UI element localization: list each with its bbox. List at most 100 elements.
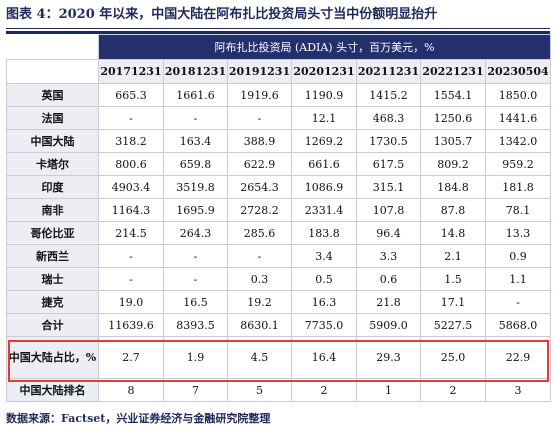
column-header: 20181231	[163, 59, 228, 84]
table-cell: 5868.0	[484, 313, 552, 337]
table-cell: 1850.0	[484, 83, 552, 107]
table-cell: 5909.0	[356, 313, 421, 337]
row-label: 捷克	[6, 290, 99, 314]
table-top-rule	[6, 31, 550, 34]
row-label: 中国大陆	[6, 129, 99, 153]
table-cell: 264.3	[163, 221, 228, 245]
table-cell: 622.9	[227, 152, 292, 176]
table-body: 英国 665.3 1661.6 1919.6 1190.9 1415.2 1554.1 185…	[6, 83, 552, 402]
table-cell: -	[98, 244, 164, 268]
table-cell: 16.4	[291, 336, 357, 379]
china-share-row: 中国大陆占比，% 2.7 1.9 4.5 16.4 29.3 25.0 22.9	[6, 336, 552, 379]
table-cell: 8630.1	[227, 313, 292, 337]
table-cell: 29.3	[356, 336, 421, 379]
table-row: 法国 - - -12.1 468.3 1250.6 1441.6	[6, 106, 552, 130]
figure-title: 图表 4：2020 年以来，中国大陆在阿布扎比投资局头寸当中份额明显抬升	[6, 7, 438, 22]
row-label: 卡塔尔	[6, 152, 99, 176]
table-cell: 1.1	[484, 267, 552, 291]
table-row: 新西兰 - - -3.4 3.3 2.1 0.9	[6, 244, 552, 268]
table-cell: 1.5	[420, 267, 486, 291]
table-cell: 8393.5	[163, 313, 228, 337]
banner-row: 阿布扎比投资局 (ADIA) 头寸，百万美元，%	[6, 34, 552, 60]
column-header: 20171231	[98, 59, 164, 84]
table-row: 南非 1164.3 1695.9 2728.2 2331.4 107.8 87.8 78.1	[6, 198, 552, 222]
table-cell: 1190.9	[291, 83, 357, 107]
table-cell: -	[484, 290, 552, 314]
table-cell: 1554.1	[420, 83, 486, 107]
table-cell: 2.7	[98, 336, 164, 379]
table-cell: 1086.9	[291, 175, 357, 199]
table-cell: 1250.6	[420, 106, 486, 130]
table-cell: 1269.2	[291, 129, 357, 153]
table-cell: 1.9	[163, 336, 228, 379]
table-row: 瑞士 - -0.3 0.5 0.6 1.5 1.1	[6, 267, 552, 291]
table-cell: 0.5	[291, 267, 357, 291]
table-cell: 2	[420, 378, 486, 402]
table-cell: 800.6	[98, 152, 164, 176]
table-cell: 8	[98, 378, 164, 402]
table-cell: 19.0	[98, 290, 164, 314]
row-label: 英国	[6, 83, 99, 107]
table-cell: 4.5	[227, 336, 292, 379]
column-header-row: 20171231 20181231 20191231 20201231 20211231…	[6, 59, 552, 84]
table-cell: 1919.6	[227, 83, 292, 107]
table-cell: -	[98, 267, 164, 291]
table-cell: 13.3	[484, 221, 552, 245]
china-rank-row: 中国大陆排名 8 7 5 2 1 2 3	[6, 378, 552, 402]
row-label: 合计	[6, 313, 99, 337]
table-cell: 2331.4	[291, 198, 357, 222]
table-cell: 2.1	[420, 244, 486, 268]
column-header: 20230504	[484, 59, 552, 84]
table-cell: 107.8	[356, 198, 421, 222]
table-row: 合计 11639.6 8393.5 8630.1 7735.0 5909.0 5227.5 5…	[6, 313, 552, 337]
table-cell: 388.9	[227, 129, 292, 153]
row-label: 瑞士	[6, 267, 99, 291]
table-cell: 17.1	[420, 290, 486, 314]
table-cell: 318.2	[98, 129, 164, 153]
table-cell: 468.3	[356, 106, 421, 130]
table-cell: 4903.4	[98, 175, 164, 199]
table-cell: 285.6	[227, 221, 292, 245]
table-cell: 21.8	[356, 290, 421, 314]
table-cell: -	[227, 244, 292, 268]
table-cell: 659.8	[163, 152, 228, 176]
table-cell: 617.5	[356, 152, 421, 176]
row-label: 法国	[6, 106, 99, 130]
adia-positions-table: 阿布扎比投资局 (ADIA) 头寸，百万美元，% 20171231 2018123…	[6, 34, 552, 402]
table-cell: 0.3	[227, 267, 292, 291]
table-cell: 87.8	[420, 198, 486, 222]
table-cell: 0.9	[484, 244, 552, 268]
corner-cell	[6, 34, 99, 60]
table-row: 印度 4903.4 3519.8 2654.3 1086.9 315.1 184.8 181.…	[6, 175, 552, 199]
row-label: 新西兰	[6, 244, 99, 268]
table-cell: 1415.2	[356, 83, 421, 107]
table-cell: 1730.5	[356, 129, 421, 153]
table-cell: 3	[484, 378, 552, 402]
table-cell: 12.1	[291, 106, 357, 130]
table-cell: 315.1	[356, 175, 421, 199]
table-cell: 5	[227, 378, 292, 402]
table-cell: 1695.9	[163, 198, 228, 222]
table-cell: 1441.6	[484, 106, 552, 130]
row-label: 印度	[6, 175, 99, 199]
row-label: 南非	[6, 198, 99, 222]
table-cell: 16.5	[163, 290, 228, 314]
title-divider	[6, 28, 550, 29]
table-row: 哥伦比亚 214.5 264.3 285.6 183.8 96.4 14.8 13.3	[6, 221, 552, 245]
column-header: 20211231	[356, 59, 421, 84]
table-cell: 11639.6	[98, 313, 164, 337]
table-cell: 2654.3	[227, 175, 292, 199]
table-cell: -	[163, 106, 228, 130]
column-header: 20221231	[420, 59, 486, 84]
table-cell: 809.2	[420, 152, 486, 176]
table-cell: 1164.3	[98, 198, 164, 222]
table-cell: 7735.0	[291, 313, 357, 337]
table-cell: 1305.7	[420, 129, 486, 153]
table-cell: -	[163, 267, 228, 291]
table-cell: 78.1	[484, 198, 552, 222]
corner-cell	[6, 59, 99, 84]
table-cell: 1661.6	[163, 83, 228, 107]
table-cell: 2	[291, 378, 357, 402]
table-cell: 1342.0	[484, 129, 552, 153]
row-label: 中国大陆占比，%	[6, 336, 99, 379]
